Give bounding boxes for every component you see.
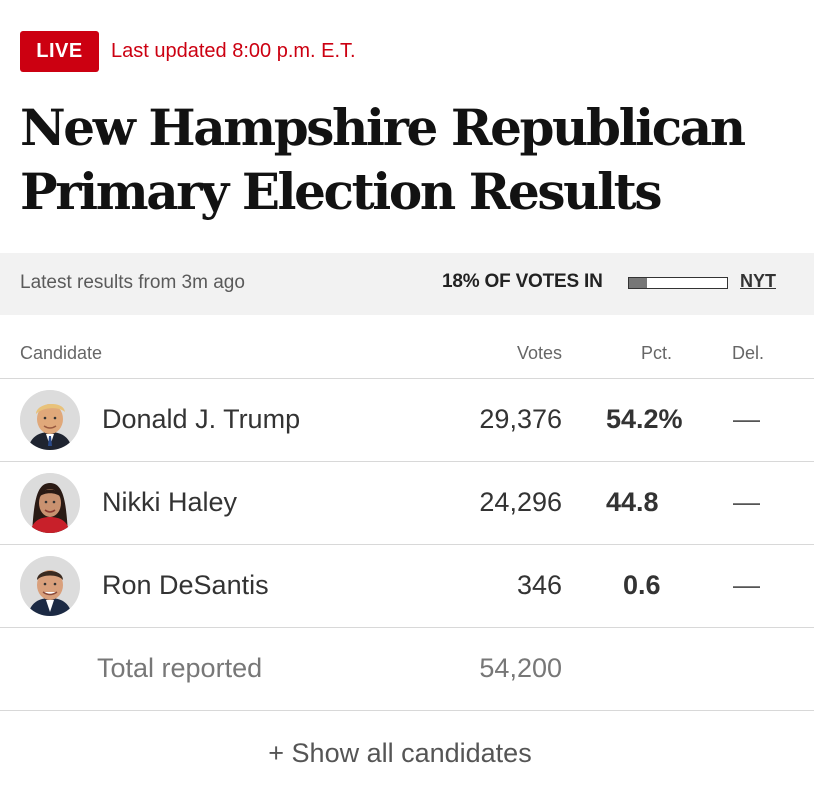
results-table: Candidate Votes Pct. Del. Donald J. Trum…	[0, 315, 814, 711]
desantis-avatar	[20, 556, 80, 616]
votes-progress-fill	[629, 278, 647, 288]
total-reported-row: Total reported 54,200	[0, 628, 814, 711]
header-candidate: Candidate	[20, 343, 103, 363]
candidate-votes: 29,376	[479, 404, 562, 434]
candidate-name: Nikki Haley	[102, 487, 238, 517]
candidate-row: Ron DeSantis 346 0.6 —	[0, 545, 814, 628]
trump-avatar	[20, 390, 80, 450]
candidate-delegates: —	[733, 487, 760, 517]
total-reported-label: Total reported	[97, 653, 263, 683]
candidate-pct: 0.6	[623, 570, 661, 600]
results-status-bar: Latest results from 3m ago 18% OF VOTES …	[0, 253, 814, 315]
page-title: New Hampshire Republican Primary Electio…	[20, 98, 746, 221]
votes-in-text: 18% OF VOTES IN	[442, 271, 603, 292]
header-pct: Pct.	[640, 343, 672, 363]
nyt-source-link[interactable]: NYT	[740, 271, 776, 291]
table-header: Candidate Votes Pct. Del.	[0, 315, 814, 379]
candidate-pct: 44.8	[606, 487, 659, 517]
candidate-delegates: —	[733, 570, 760, 600]
show-all-candidates-button[interactable]: + Show all candidates	[268, 738, 532, 768]
live-badge: LIVE	[20, 31, 99, 72]
haley-avatar	[20, 473, 80, 533]
candidate-votes: 24,296	[479, 487, 562, 517]
total-reported-votes: 54,200	[479, 653, 562, 683]
live-status-row: LIVE Last updated 8:00 p.m. E.T.	[20, 31, 356, 72]
last-updated-text: Last updated 8:00 p.m. E.T.	[111, 40, 356, 62]
header-votes: Votes	[516, 343, 562, 363]
candidate-row: Nikki Haley 24,296 44.8 —	[0, 462, 814, 545]
header-del: Del.	[731, 343, 764, 363]
candidate-delegates: —	[733, 404, 760, 434]
candidate-name: Ron DeSantis	[102, 570, 269, 600]
candidate-votes: 346	[516, 570, 562, 600]
votes-progress-bar	[628, 277, 728, 289]
latest-results-text: Latest results from 3m ago	[20, 272, 245, 293]
candidate-row: Donald J. Trump 29,376 54.2% —	[0, 379, 814, 462]
candidate-name: Donald J. Trump	[102, 404, 301, 434]
candidate-pct: 54.2%	[606, 404, 683, 434]
